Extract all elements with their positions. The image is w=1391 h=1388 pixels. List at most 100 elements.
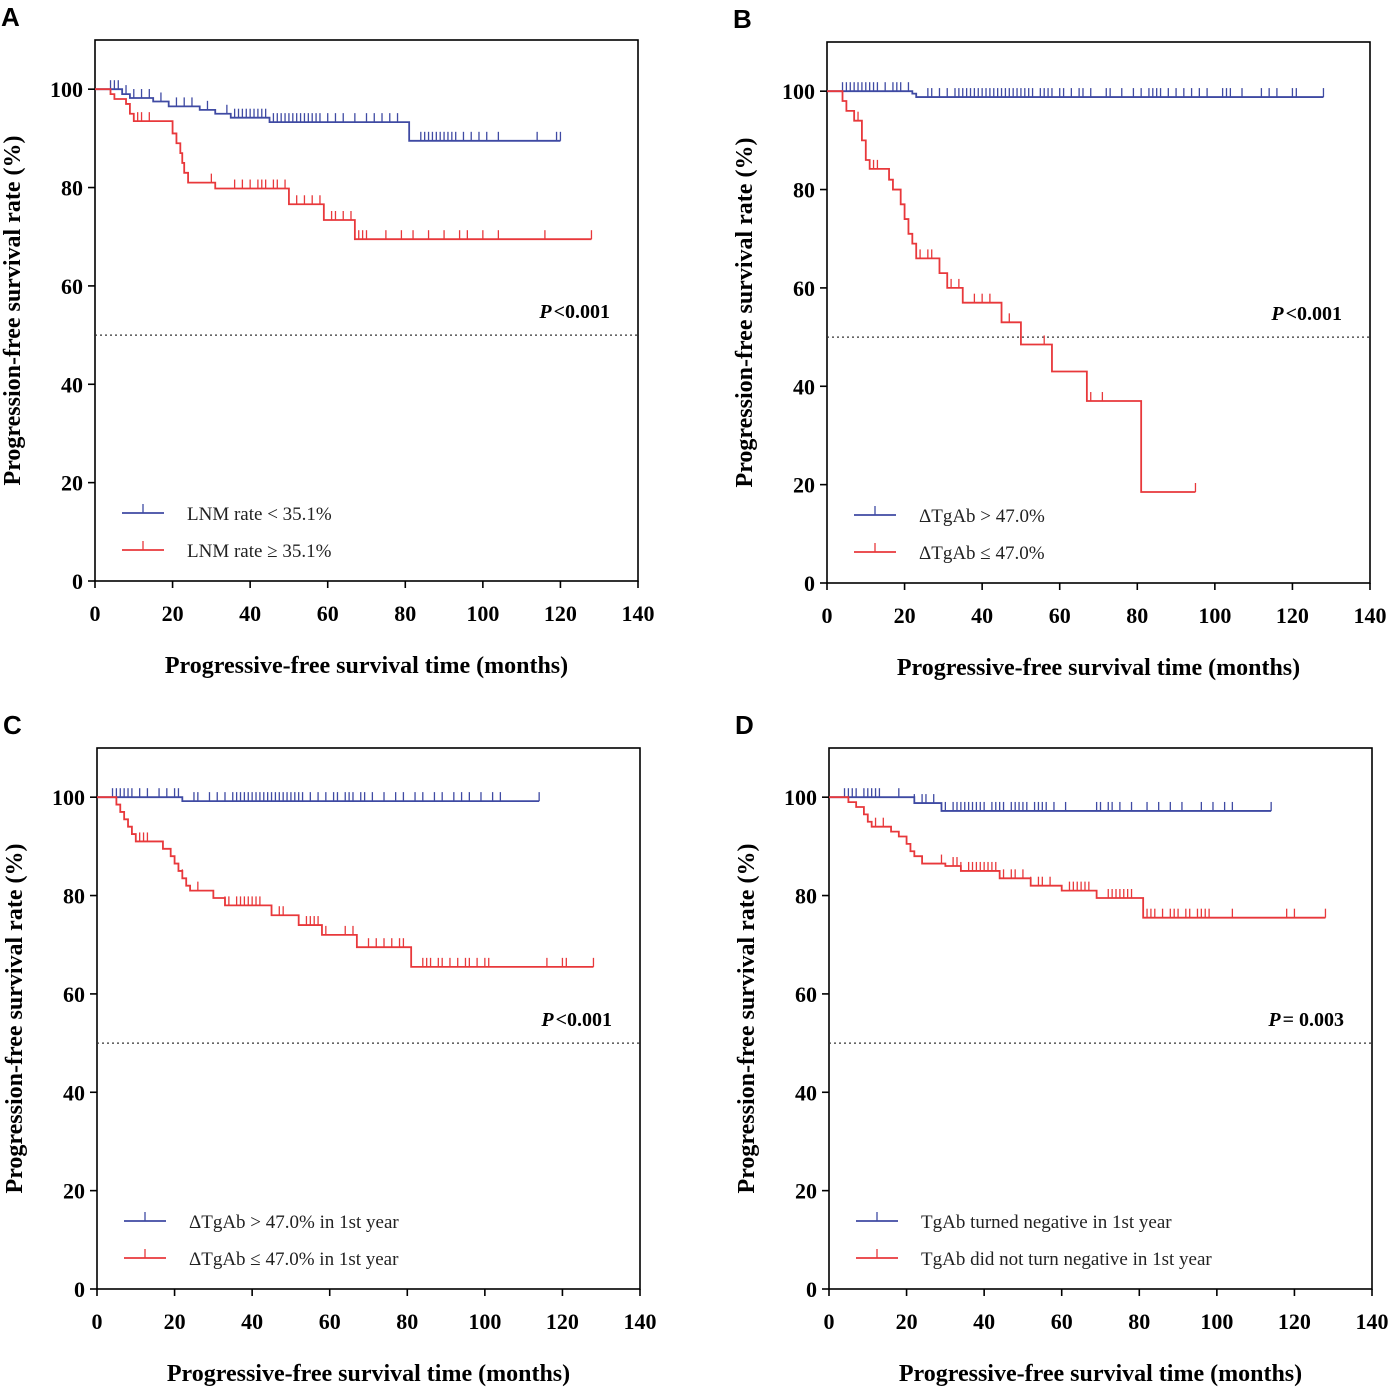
p-value-label: P xyxy=(540,1009,554,1031)
y-tick-label: 80 xyxy=(63,884,85,909)
x-tick-label: 120 xyxy=(546,1309,579,1334)
panel-letter: C xyxy=(3,710,22,740)
panel-c: C 0 20 40 60 80 100 120 140 0 20 40 60 80 100 Progressi… xyxy=(2,710,657,1387)
km-series-blue: LNM rate < 35.1% xyxy=(95,80,562,525)
y-axis-title: Progression-free survival rate (%) xyxy=(0,136,26,486)
x-axis-title: Progressive-free survival time (months) xyxy=(897,655,1300,681)
x-tick-label: 120 xyxy=(544,601,577,626)
km-step-line xyxy=(97,796,594,968)
x-tick-label: 20 xyxy=(894,603,916,628)
y-tick-label: 20 xyxy=(793,473,815,498)
x-tick-label: 20 xyxy=(896,1309,918,1334)
panel-a: A 0 20 40 60 80 100 120 140 0 20 40 60 80 100 Progressi… xyxy=(0,2,655,679)
km-series-blue: ΔTgAb > 47.0% in 1st year xyxy=(97,788,540,1233)
x-axis-title: Progressive-free survival time (months) xyxy=(899,1361,1302,1387)
panel-b: B 0 20 40 60 80 100 120 140 0 20 40 60 80 100 Progressi… xyxy=(732,4,1387,681)
x-tick-label: 80 xyxy=(394,601,416,626)
y-tick-label: 40 xyxy=(61,372,83,397)
y-axis-title: Progression-free survival rate (%) xyxy=(732,138,758,488)
y-tick-label: 20 xyxy=(795,1179,817,1204)
y-axis-title: Progression-free survival rate (%) xyxy=(734,844,760,1194)
x-tick-label: 140 xyxy=(1356,1309,1389,1334)
plot-frame xyxy=(94,39,639,582)
x-tick-label: 80 xyxy=(1126,603,1148,628)
y-tick-label: 100 xyxy=(782,79,815,104)
y-tick-label: 40 xyxy=(795,1080,817,1105)
plot-frame xyxy=(828,747,1373,1290)
p-value-text: = 0.003 xyxy=(1283,1009,1344,1031)
y-tick-label: 60 xyxy=(793,276,815,301)
p-value-text: <0.001 xyxy=(556,1009,612,1031)
y-tick-label: 20 xyxy=(63,1179,85,1204)
x-tick-label: 40 xyxy=(241,1309,263,1334)
x-tick-label: 20 xyxy=(164,1309,186,1334)
y-tick-label: 60 xyxy=(63,982,85,1007)
p-value-label: P xyxy=(538,301,552,323)
plot-frame xyxy=(826,41,1371,584)
legend-label: TgAb did not turn negative in 1st year xyxy=(921,1249,1212,1270)
km-series-blue: TgAb turned negative in 1st year xyxy=(829,788,1272,1233)
legend-label: TgAb turned negative in 1st year xyxy=(921,1212,1172,1233)
km-step-line xyxy=(829,796,1326,919)
y-axis-title: Progression-free survival rate (%) xyxy=(2,844,28,1194)
x-tick-label: 60 xyxy=(319,1309,341,1334)
legend-label: ΔTgAb ≤ 47.0% in 1st year xyxy=(189,1249,399,1270)
plot-frame xyxy=(96,747,641,1290)
y-tick-label: 60 xyxy=(795,982,817,1007)
km-series-red: LNM rate ≥ 35.1% xyxy=(95,88,593,562)
km-step-line xyxy=(95,88,592,241)
p-value: P <0.001 xyxy=(538,301,610,323)
p-value-label: P xyxy=(1270,303,1284,325)
y-tick-label: 80 xyxy=(793,178,815,203)
p-value-text: <0.001 xyxy=(554,301,610,323)
x-tick-label: 40 xyxy=(973,1309,995,1334)
y-tick-label: 40 xyxy=(793,374,815,399)
x-tick-label: 0 xyxy=(824,1309,835,1334)
x-axis-title: Progressive-free survival time (months) xyxy=(165,653,568,679)
p-value: P = 0.003 xyxy=(1267,1009,1344,1031)
y-tick-label: 0 xyxy=(804,571,815,596)
p-value-text: <0.001 xyxy=(1286,303,1342,325)
km-step-line xyxy=(827,90,1196,493)
x-tick-label: 20 xyxy=(162,601,184,626)
x-tick-label: 100 xyxy=(1198,603,1231,628)
x-tick-label: 140 xyxy=(622,601,655,626)
x-tick-label: 80 xyxy=(396,1309,418,1334)
x-tick-label: 140 xyxy=(624,1309,657,1334)
km-step-line xyxy=(827,90,1324,98)
panel-d: D 0 20 40 60 80 100 120 140 0 20 40 60 80 100 Progressi… xyxy=(734,710,1389,1387)
y-tick-label: 100 xyxy=(784,785,817,810)
x-tick-label: 0 xyxy=(822,603,833,628)
legend-label: ΔTgAb > 47.0% in 1st year xyxy=(189,1212,399,1233)
y-tick-label: 40 xyxy=(63,1080,85,1105)
p-value: P <0.001 xyxy=(1270,303,1342,325)
panel-letter: D xyxy=(735,710,754,740)
km-series-blue: ΔTgAb > 47.0% xyxy=(827,82,1325,527)
p-value: P <0.001 xyxy=(540,1009,612,1031)
x-tick-label: 100 xyxy=(1200,1309,1233,1334)
x-tick-label: 80 xyxy=(1128,1309,1150,1334)
x-tick-label: 140 xyxy=(1354,603,1387,628)
km-series-red: ΔTgAb ≤ 47.0% xyxy=(827,90,1197,564)
panel-letter: B xyxy=(733,4,752,34)
y-tick-label: 100 xyxy=(52,785,85,810)
y-tick-label: 60 xyxy=(61,274,83,299)
x-tick-label: 40 xyxy=(971,603,993,628)
y-tick-label: 80 xyxy=(795,884,817,909)
x-tick-label: 100 xyxy=(468,1309,501,1334)
km-step-line xyxy=(829,796,1272,812)
x-tick-label: 120 xyxy=(1278,1309,1311,1334)
x-tick-label: 60 xyxy=(1051,1309,1073,1334)
p-value-label: P xyxy=(1267,1009,1281,1031)
legend-label: LNM rate ≥ 35.1% xyxy=(187,541,332,562)
km-series-red: TgAb did not turn negative in 1st year xyxy=(829,796,1327,1270)
x-tick-label: 0 xyxy=(92,1309,103,1334)
x-tick-label: 0 xyxy=(90,601,101,626)
x-tick-label: 40 xyxy=(239,601,261,626)
x-tick-label: 60 xyxy=(317,601,339,626)
km-step-line xyxy=(95,88,561,142)
x-axis-title: Progressive-free survival time (months) xyxy=(167,1361,570,1387)
km-series-red: ΔTgAb ≤ 47.0% in 1st year xyxy=(97,796,595,1270)
legend-label: ΔTgAb ≤ 47.0% xyxy=(919,543,1045,564)
y-tick-label: 80 xyxy=(61,176,83,201)
